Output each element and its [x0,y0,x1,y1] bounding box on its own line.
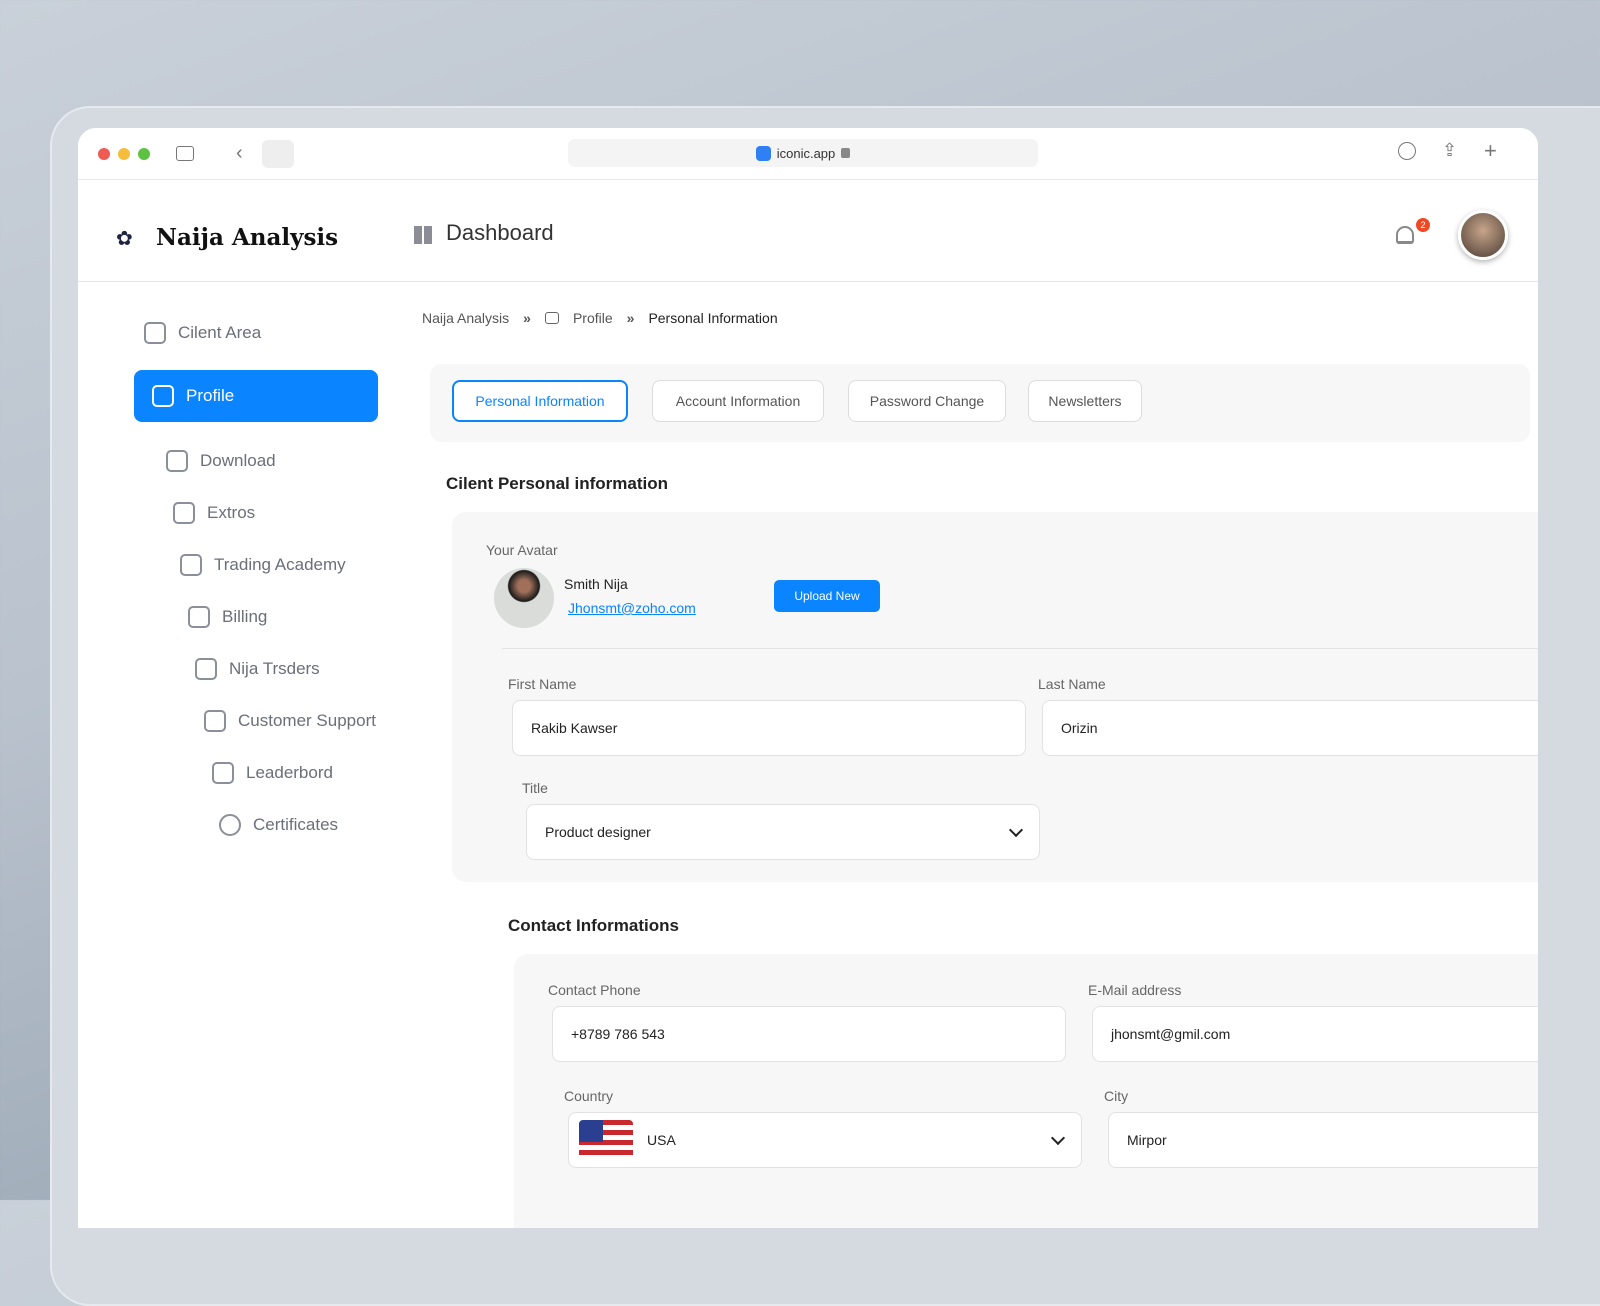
tab-account-information[interactable]: Account Information [652,380,824,422]
browser-toolbar: ‹ iconic.app ⇪ + [78,128,1538,180]
dna-icon [212,762,234,784]
tab-password-change[interactable]: Password Change [848,380,1006,422]
breadcrumb-item[interactable]: Profile [572,310,613,326]
sidebar-item-billing[interactable]: Billing [188,606,267,628]
download-icon[interactable] [1398,142,1416,160]
address-bar[interactable]: iconic.app [568,139,1038,167]
sidebar-item-label: Billing [222,607,268,626]
country-select[interactable]: USA [568,1112,1082,1168]
phone-input[interactable]: +8789 786 543 [552,1006,1066,1062]
bell-icon[interactable] [1396,226,1414,244]
sidebar-item-extros[interactable]: Extros [173,502,255,524]
sidebar-item-label: Cilent Area [178,323,262,342]
sidebar-item-profile[interactable]: Profile [134,370,378,422]
sidebar-item-label: Extros [207,503,256,522]
lock-icon [841,148,851,158]
profile-email-link[interactable]: Jhonsmt@zoho.com [568,600,696,616]
lotus-logo-icon: ✿ [116,228,133,250]
page-title: Dashboard [446,220,554,245]
maximize-window-button[interactable] [138,148,150,160]
breadcrumb-current: Personal Information [648,310,778,326]
title-select[interactable]: Product designer [526,804,1040,860]
usa-flag-icon [579,1120,633,1160]
sidebar-item-leaderboard[interactable]: Leaderbord [212,762,333,784]
new-tab-icon[interactable]: + [1484,138,1497,163]
sidebar-item-customer-support[interactable]: Customer Support [204,710,376,732]
document-icon [166,450,188,472]
email-label: E-Mail address [1088,982,1182,998]
minimize-window-button[interactable] [118,148,130,160]
divider [502,648,1538,649]
notification-badge: 2 [1416,218,1430,232]
contact-info-card: Contact Phone +8789 786 543 E-Mail addre… [514,954,1538,1228]
personal-info-card: Your Avatar Smith Nija Jhonsmt@zoho.com … [452,512,1538,882]
country-label: Country [564,1088,614,1104]
profile-icon [152,385,174,407]
section-heading-personal: Cilent Personal information [446,474,668,493]
sidebar-item-nija-traders[interactable]: Nija Trsders [195,658,320,680]
city-label: City [1104,1088,1129,1104]
support-icon [204,710,226,732]
profile-name: Smith Nija [564,576,628,592]
first-name-input[interactable]: Rakib Kawser [512,700,1026,756]
tab-placeholder[interactable] [262,140,294,168]
brand-name[interactable]: Naija Analysis [156,224,339,251]
monitor-icon [144,322,166,344]
profile-tabs: Personal Information Account Information… [430,364,1530,442]
sidebar-item-trading-academy[interactable]: Trading Academy [180,554,346,576]
sidebar-item-label: Customer Support [238,711,376,730]
site-favicon-icon [755,145,771,161]
sidebar-item-label: Certificates [253,815,339,834]
profile-avatar [494,568,554,628]
upload-new-button[interactable]: Upload New [774,580,880,612]
certificate-icon [195,658,217,680]
sidebar-item-label: Profile [186,386,235,405]
breadcrumb-item[interactable]: Naija Analysis [422,310,510,326]
sidebar-item-label: Nija Trsders [229,659,320,678]
chevron-down-icon [1050,1130,1066,1145]
tab-newsletters[interactable]: Newsletters [1028,380,1142,422]
city-input[interactable]: Mirpor [1108,1112,1538,1168]
chevron-double-right-icon: » [626,310,635,326]
country-value: USA [647,1132,676,1148]
sidebar-item-client-area[interactable]: Cilent Area [144,322,261,344]
last-name-label: Last Name [1038,676,1106,692]
email-input[interactable]: jhonsmt@gmil.com [1092,1006,1538,1062]
section-heading-contact: Contact Informations [508,916,679,935]
url-text: iconic.app [776,145,836,161]
users-icon [180,554,202,576]
monitor-icon [544,312,559,324]
dashboard-grid-icon [414,226,432,244]
sidebar-item-download[interactable]: Download [166,450,276,472]
chevron-down-icon [1008,822,1024,837]
sidebar-toggle-icon[interactable] [176,146,194,161]
breadcrumb: Naija Analysis » Profile » Personal Inform… [422,310,778,326]
sidebar-item-label: Leaderbord [246,763,333,782]
pie-chart-icon [188,606,210,628]
back-icon[interactable]: ‹ [236,142,243,164]
first-name-label: First Name [508,676,577,692]
chevron-double-right-icon: » [523,310,531,326]
title-value: Product designer [545,824,651,840]
last-name-input[interactable]: Orizin [1042,700,1538,756]
browser-window: ‹ iconic.app ⇪ + ✿ Naija Analysis Dashbo… [78,128,1538,1228]
gear-icon [219,814,241,836]
sidebar-item-label: Download [200,451,276,470]
user-avatar[interactable] [1458,210,1508,260]
avatar-label: Your Avatar [486,542,558,558]
app-header: ✿ Naija Analysis Dashboard 2 [78,180,1538,282]
tab-personal-information[interactable]: Personal Information [452,380,628,422]
megaphone-icon [173,502,195,524]
phone-label: Contact Phone [548,982,641,998]
close-window-button[interactable] [98,148,110,160]
sidebar-item-certificates[interactable]: Certificates [219,814,338,836]
sidebar-item-label: Trading Academy [214,555,346,574]
title-label: Title [522,780,548,796]
share-icon[interactable]: ⇪ [1442,140,1458,160]
